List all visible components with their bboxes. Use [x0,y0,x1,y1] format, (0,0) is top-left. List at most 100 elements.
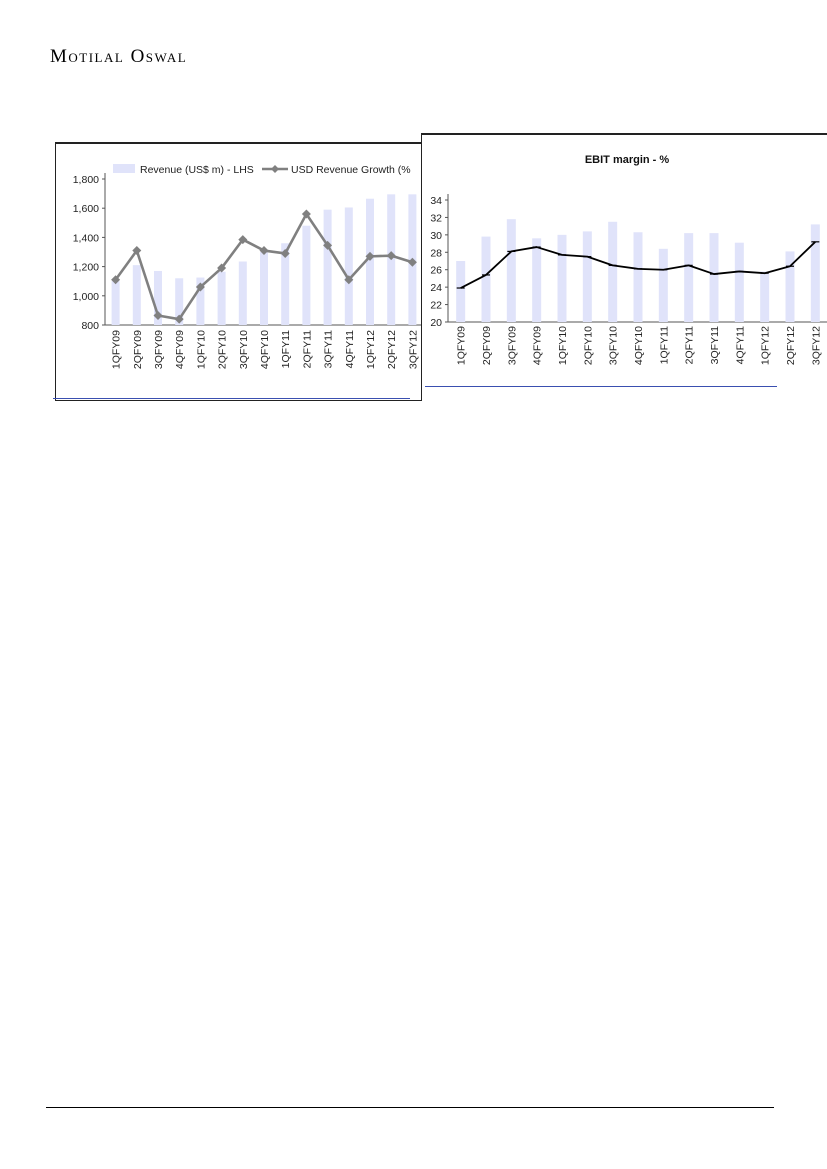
legend-bar-swatch [113,164,135,173]
bar [532,238,542,322]
y-tick-label: 1,000 [73,291,99,303]
data-point-marker [174,314,184,324]
bar [633,232,643,322]
bar [481,236,491,322]
brand-logo: Motilal Oswal [50,46,188,67]
bar [132,265,141,325]
bar [785,251,795,322]
chart-underline [425,386,777,387]
x-tick-label: 3QFY10 [608,326,620,365]
bar [760,271,770,322]
chart-title: EBIT margin - % [585,154,670,166]
x-tick-label: 3QFY09 [153,330,165,369]
x-tick-label: 4QFY10 [633,326,645,365]
data-point-marker [238,235,248,245]
y-tick-label: 1,200 [73,262,99,274]
x-tick-label: 3QFY12 [810,326,822,365]
bar [456,261,466,322]
x-tick-label: 2QFY11 [301,330,313,368]
data-point-marker [365,251,375,261]
legend: Revenue (US$ m) - LHS USD Revenue Growth… [113,164,411,176]
data-point-marker [344,275,354,285]
x-tick-label: 3QFY11 [709,326,721,364]
x-tick-label: 4QFY11 [734,326,746,364]
bar [175,278,184,325]
data-point-marker [407,257,417,267]
bar [506,219,516,322]
x-tick-label: 1QFY12 [365,330,377,369]
y-tick-label: 30 [430,230,442,242]
legend-diamond-marker [271,165,279,173]
data-point-marker [323,240,333,250]
data-point-marker [280,248,290,258]
x-tick-label: 2QFY09 [481,326,493,365]
data-point-marker [153,311,163,321]
y-tick-label: 28 [430,247,442,259]
data-point-marker [301,209,311,219]
bar [111,281,120,325]
x-tick-label: 2QFY10 [582,326,594,365]
bar [196,277,205,325]
bar [260,252,268,325]
legend-label-growth: USD Revenue Growth (% [291,164,411,176]
y-tick-label: 20 [430,317,442,329]
x-tick-label: 2QFY12 [785,326,797,365]
bar [658,248,668,322]
ebit-chart-panel: EBIT margin - % 20 22 24 26 28 30 32 34 1QFY09 2… [421,133,827,375]
x-tick-label: 4QFY10 [259,330,271,369]
y-tick-label: 32 [430,212,442,224]
footer-divider [46,1107,774,1108]
bar [238,261,247,325]
x-tick-label: 1QFY11 [280,330,292,368]
x-tick-label: 4QFY11 [344,330,356,368]
bar [684,233,694,322]
x-tick-label: 3QFY11 [323,330,335,368]
bar [608,221,618,322]
y-tick-label: 34 [430,195,442,207]
y-tick-label: 26 [430,265,442,277]
x-tick-label: 4QFY09 [174,330,186,369]
bar [154,270,162,325]
bar [217,271,226,325]
x-tick-label: 2QFY12 [386,330,398,369]
x-tick-label: 1QFY12 [760,326,772,365]
bar [582,231,592,322]
bar [344,207,353,325]
bar [709,233,719,322]
data-point-marker [217,263,227,273]
y-tick-label: 24 [430,282,442,294]
x-tick-label: 3QFY12 [407,330,419,369]
bar [734,242,744,322]
x-tick-label: 1QFY11 [658,326,670,364]
y-tick-label: 1,600 [73,203,99,215]
y-tick-label: 1,800 [73,174,99,186]
x-tick-label: 4QFY09 [532,326,544,365]
ebit-margin-chart: EBIT margin - % 20 22 24 26 28 30 32 34 1QFY09 2… [430,154,827,365]
bar [366,198,374,325]
x-tick-label: 1QFY09 [456,326,468,365]
bar [302,225,311,325]
x-tick-label: 1QFY09 [111,330,123,369]
x-tick-label: 3QFY10 [238,330,250,369]
data-point-marker [259,246,269,256]
data-point-marker [132,246,142,256]
y-tick-label: 22 [430,300,442,312]
data-point-marker [386,251,396,261]
x-tick-label: 2QFY09 [132,330,144,369]
data-point-marker [111,275,121,285]
revenue-chart-panel: Revenue (US$ m) - LHS USD Revenue Growth… [55,142,422,401]
x-tick-label: 2QFY10 [217,330,229,369]
x-tick-label: 3QFY09 [506,326,518,365]
bar [281,243,290,325]
bar [323,209,332,325]
x-tick-label: 1QFY10 [557,326,569,365]
bar [810,224,820,322]
revenue-chart: Revenue (US$ m) - LHS USD Revenue Growth… [73,164,421,369]
bar [557,234,567,322]
y-tick-label: 1,400 [73,232,99,244]
y-tick-label: 800 [81,320,99,332]
data-point-marker [195,282,205,292]
x-tick-label: 1QFY10 [195,330,207,369]
legend-label-revenue: Revenue (US$ m) - LHS [140,164,254,176]
chart-underline [53,398,410,399]
